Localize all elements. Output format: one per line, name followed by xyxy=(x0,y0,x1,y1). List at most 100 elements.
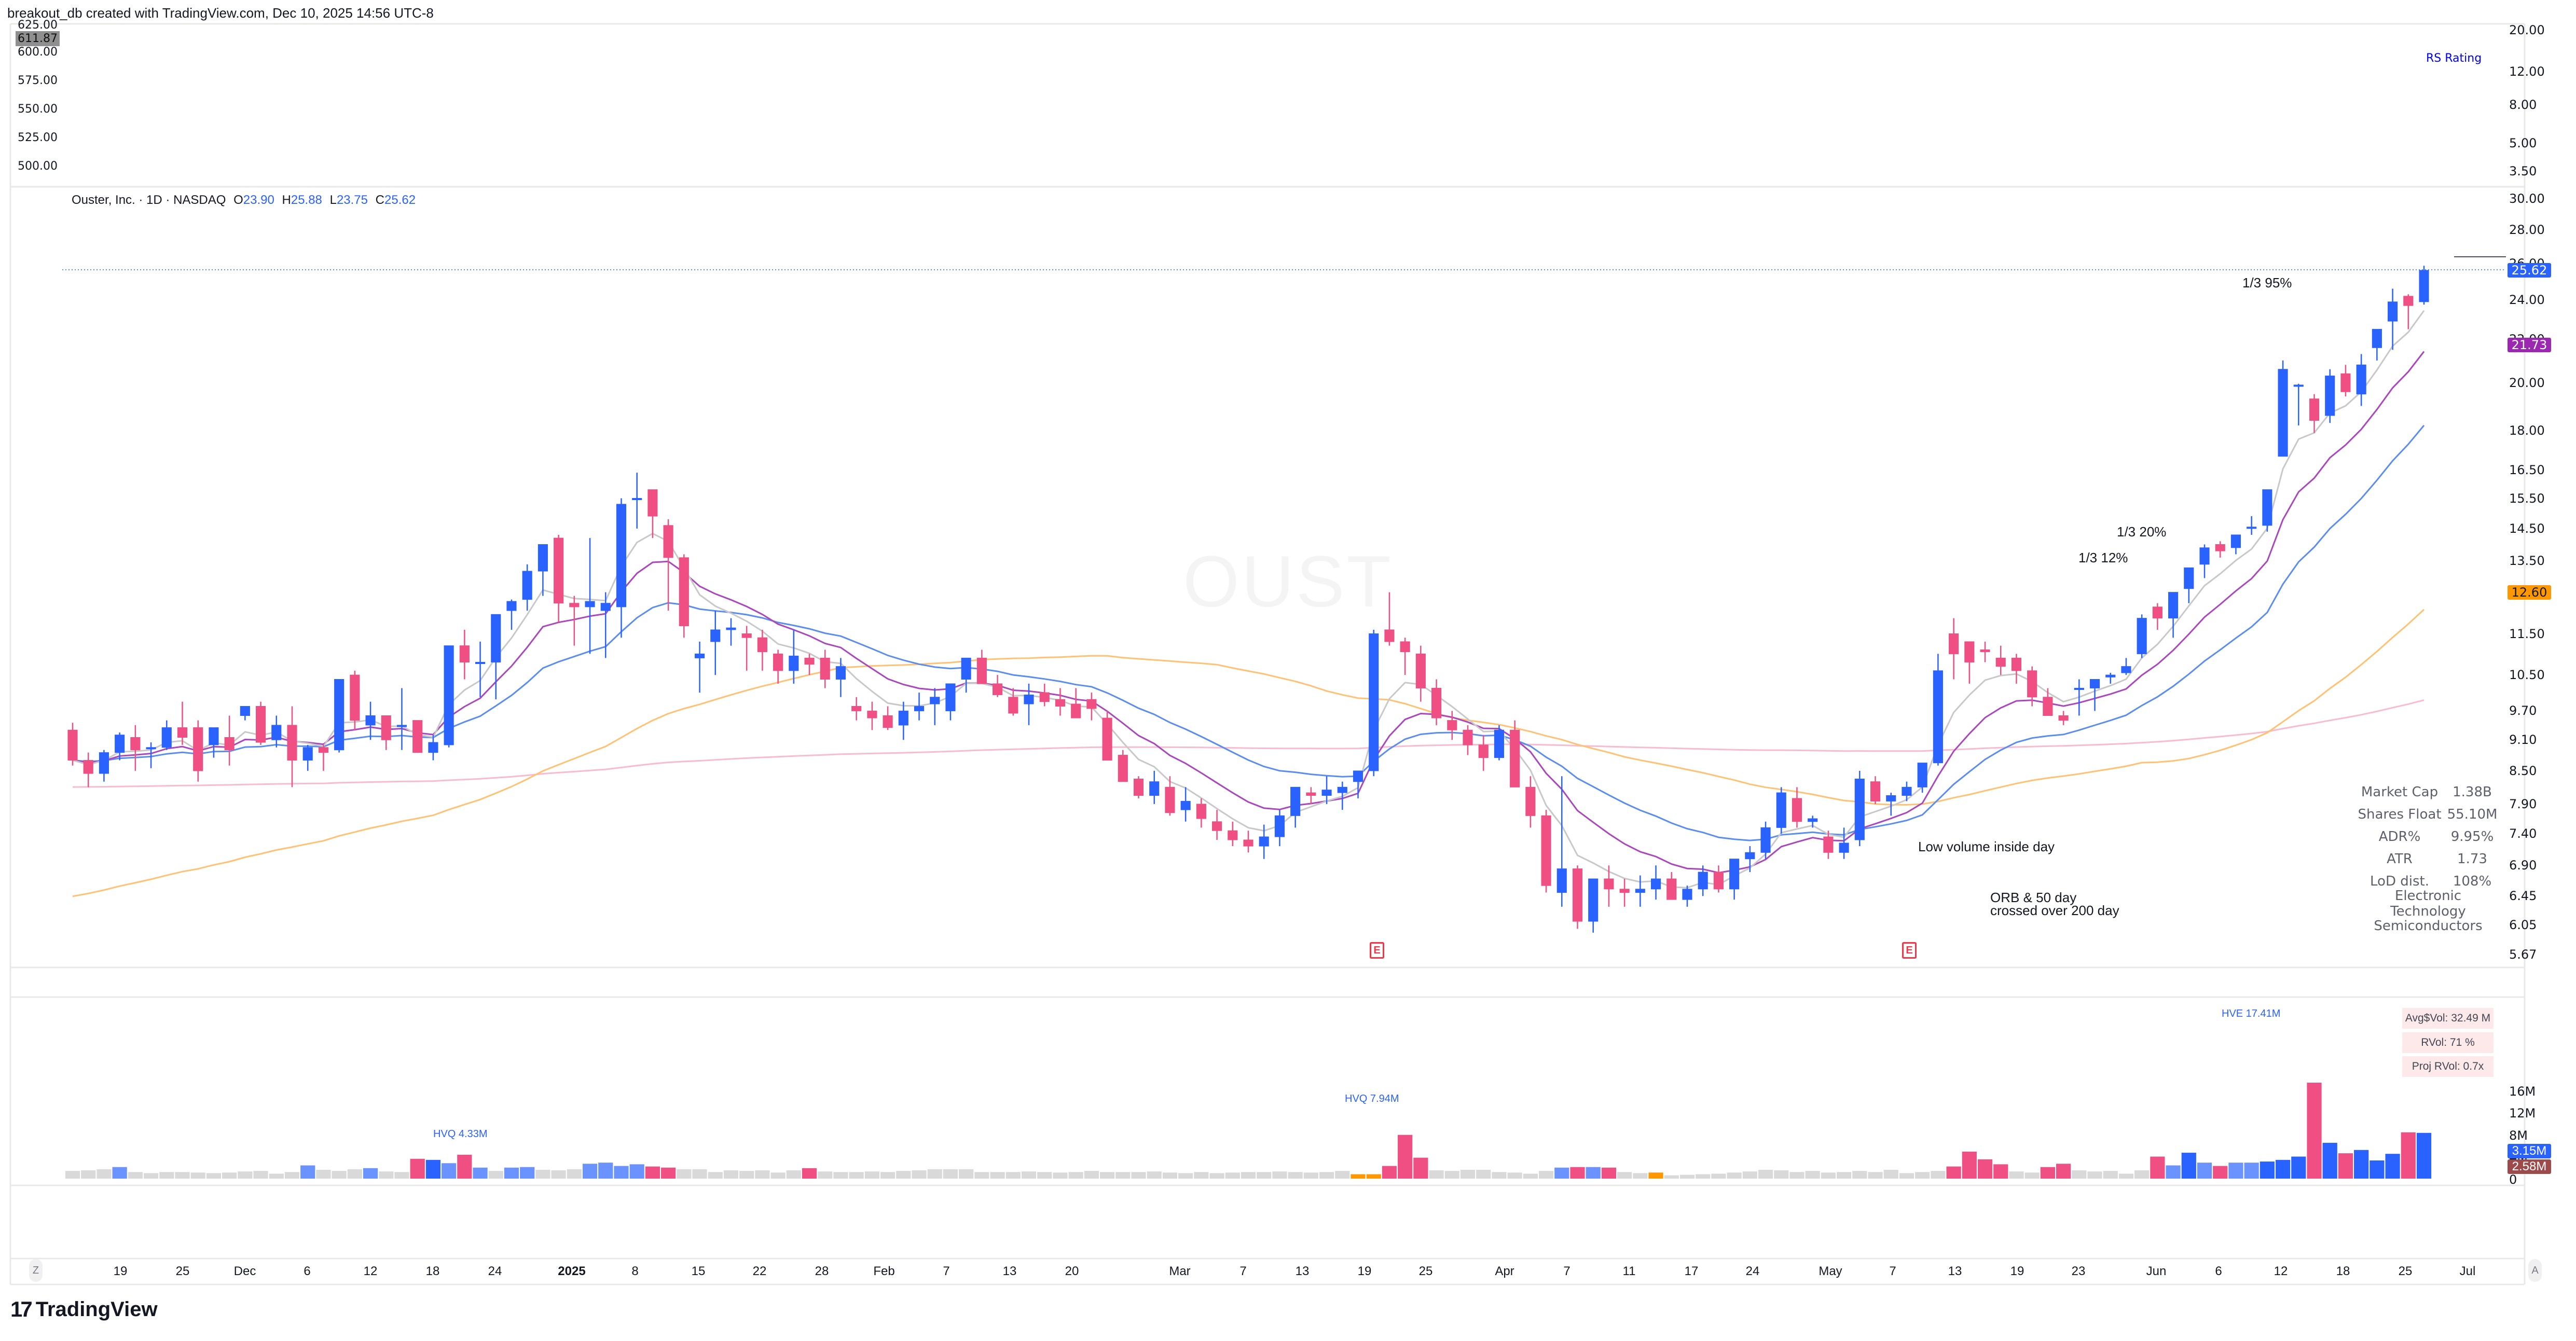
volume-bar[interactable] xyxy=(394,1172,409,1179)
volume-bar[interactable] xyxy=(2087,1171,2102,1179)
candle[interactable] xyxy=(67,723,78,766)
volume-bar[interactable] xyxy=(1711,1173,1726,1179)
candle[interactable] xyxy=(1086,693,1097,721)
candle[interactable] xyxy=(694,641,705,693)
volume-bar[interactable] xyxy=(1789,1172,1804,1179)
volume-bar[interactable] xyxy=(849,1172,864,1179)
volume-bar[interactable] xyxy=(864,1171,879,1179)
earnings-marker-may[interactable]: E xyxy=(1902,942,1917,959)
volume-bar[interactable] xyxy=(1053,1172,1068,1179)
volume-bar[interactable] xyxy=(2040,1167,2055,1179)
volume-bar[interactable] xyxy=(629,1164,644,1179)
candle[interactable] xyxy=(2199,544,2210,578)
volume-bar[interactable] xyxy=(567,1169,582,1179)
volume-bar[interactable] xyxy=(1962,1151,1977,1179)
candle[interactable] xyxy=(1321,776,1332,804)
candle[interactable] xyxy=(1024,683,1034,725)
candle[interactable] xyxy=(2262,489,2272,532)
candle[interactable] xyxy=(1510,720,1520,787)
candle[interactable] xyxy=(2340,365,2351,397)
candle[interactable] xyxy=(1431,679,1442,725)
tradingview-logo[interactable]: 17 TradingView xyxy=(10,1297,158,1322)
volume-bar[interactable] xyxy=(1225,1172,1240,1179)
candle[interactable] xyxy=(1290,786,1301,828)
candle[interactable] xyxy=(945,683,956,721)
candle[interactable] xyxy=(1839,827,1849,859)
volume-bar[interactable] xyxy=(614,1166,629,1179)
volume-bar[interactable] xyxy=(1664,1175,1679,1179)
candle[interactable] xyxy=(883,706,893,730)
volume-bar[interactable] xyxy=(1398,1135,1413,1179)
candle[interactable] xyxy=(491,614,501,700)
volume-bar[interactable] xyxy=(1413,1157,1428,1179)
candle[interactable] xyxy=(976,649,987,684)
candle[interactable] xyxy=(1384,592,1395,646)
volume-bar[interactable] xyxy=(1570,1167,1585,1179)
candle[interactable] xyxy=(1353,770,1363,798)
volume-bar[interactable] xyxy=(2118,1173,2134,1179)
candle[interactable] xyxy=(83,752,93,787)
volume-bar[interactable] xyxy=(1538,1171,1554,1179)
candle[interactable] xyxy=(177,701,188,745)
volume-bar[interactable] xyxy=(143,1173,159,1179)
candle[interactable] xyxy=(161,720,172,750)
candle[interactable] xyxy=(1902,781,1912,801)
volume-bar[interactable] xyxy=(206,1173,222,1179)
candle[interactable] xyxy=(1259,824,1269,859)
volume-bar[interactable] xyxy=(677,1169,692,1179)
candle[interactable] xyxy=(898,701,908,740)
candle[interactable] xyxy=(2184,567,2194,603)
candle[interactable] xyxy=(1886,793,1896,816)
volume-bar[interactable] xyxy=(1727,1172,1742,1179)
candle[interactable] xyxy=(851,697,862,721)
candlestick-series[interactable] xyxy=(67,266,2429,933)
candle[interactable] xyxy=(1149,770,1160,804)
volume-bar[interactable] xyxy=(190,1172,205,1179)
candle[interactable] xyxy=(804,654,815,675)
candle[interactable] xyxy=(350,670,360,730)
volume-bar[interactable] xyxy=(802,1168,817,1179)
volume-bar[interactable] xyxy=(1257,1172,1272,1179)
volume-bar[interactable] xyxy=(1648,1172,1663,1179)
candle[interactable] xyxy=(835,658,846,697)
volume-bar[interactable] xyxy=(1993,1164,2008,1179)
candle[interactable] xyxy=(1792,787,1802,828)
candle[interactable] xyxy=(1133,776,1144,798)
candle[interactable] xyxy=(632,473,642,529)
volume-bar[interactable] xyxy=(1335,1171,1350,1179)
volume-bar[interactable] xyxy=(1476,1169,1491,1179)
candle[interactable] xyxy=(1306,787,1316,804)
candle[interactable] xyxy=(2011,654,2022,684)
candle[interactable] xyxy=(2309,394,2320,433)
volume-bar[interactable] xyxy=(927,1169,942,1179)
candle[interactable] xyxy=(1760,821,1771,859)
volume-bar[interactable] xyxy=(1523,1173,1538,1179)
candle[interactable] xyxy=(2043,688,2053,716)
volume-bar[interactable] xyxy=(2385,1154,2400,1179)
volume-bar[interactable] xyxy=(128,1172,143,1179)
volume-bar[interactable] xyxy=(1194,1172,1209,1179)
volume-bar[interactable] xyxy=(1821,1172,1836,1179)
candle[interactable] xyxy=(1118,750,1128,782)
volume-bar[interactable] xyxy=(2338,1153,2353,1179)
candle[interactable] xyxy=(2121,658,2131,675)
candle[interactable] xyxy=(2419,266,2429,305)
candle[interactable] xyxy=(193,720,203,782)
volume-bar[interactable] xyxy=(1883,1169,1898,1179)
candle[interactable] xyxy=(1572,865,1583,929)
volume-bar[interactable] xyxy=(1586,1167,1601,1179)
volume-bar[interactable] xyxy=(2056,1164,2071,1179)
volume-bar[interactable] xyxy=(316,1169,331,1179)
candle[interactable] xyxy=(1008,688,1018,716)
candle[interactable] xyxy=(569,596,580,646)
volume-bar[interactable] xyxy=(2370,1160,2385,1179)
candle[interactable] xyxy=(2027,666,2037,707)
volume-bar[interactable] xyxy=(2416,1132,2432,1179)
candle[interactable] xyxy=(1745,846,1755,873)
candle[interactable] xyxy=(820,649,830,688)
candle[interactable] xyxy=(240,706,250,721)
candle[interactable] xyxy=(1525,776,1536,828)
volume-bar[interactable] xyxy=(2260,1162,2275,1179)
volume-bar[interactable] xyxy=(723,1170,739,1179)
volume-bar[interactable] xyxy=(598,1163,613,1179)
